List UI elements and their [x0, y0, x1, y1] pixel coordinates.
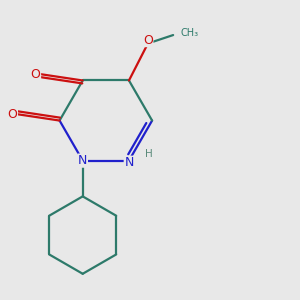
Text: H: H [145, 149, 153, 159]
Text: N: N [78, 154, 87, 167]
Text: O: O [31, 68, 40, 81]
Text: O: O [8, 108, 17, 121]
Text: O: O [143, 34, 153, 46]
Text: N: N [124, 156, 134, 169]
Text: CH₃: CH₃ [180, 28, 198, 38]
